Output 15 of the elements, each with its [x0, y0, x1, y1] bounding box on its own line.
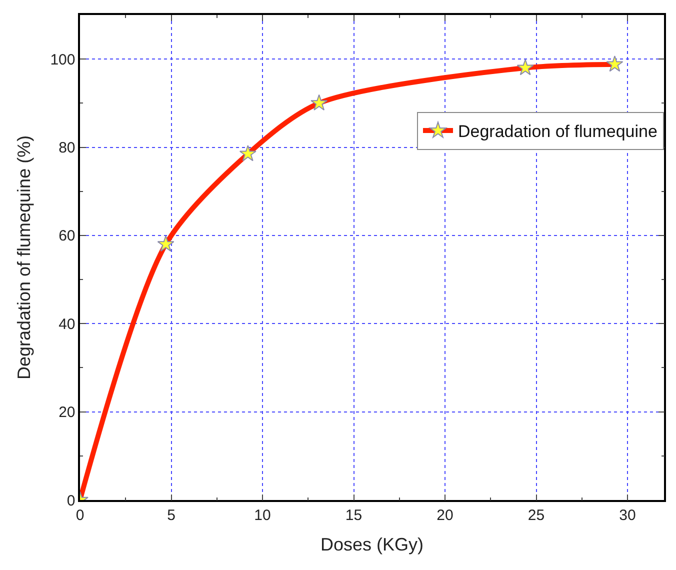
x-tick-label: 25 [528, 506, 545, 524]
y-axis-title: Degradation of flumequine (%) [14, 135, 34, 380]
x-tick-label: 15 [345, 506, 362, 524]
x-tick-label: 5 [167, 506, 176, 524]
y-tick-label: 40 [58, 316, 76, 333]
y-tick-label: 60 [58, 228, 76, 245]
x-axis-title: Doses (KGy) [320, 534, 424, 554]
x-tick-label: 20 [436, 506, 454, 524]
x-tick-label: 30 [619, 506, 636, 524]
y-tick-label: 20 [58, 404, 76, 422]
y-tick-label: 80 [58, 140, 76, 157]
y-tick-label: 100 [50, 51, 76, 68]
x-tick-label: 10 [254, 506, 271, 524]
y-tick-label: 0 [66, 492, 76, 510]
legend-label: Degradation of flumequine [458, 122, 658, 142]
